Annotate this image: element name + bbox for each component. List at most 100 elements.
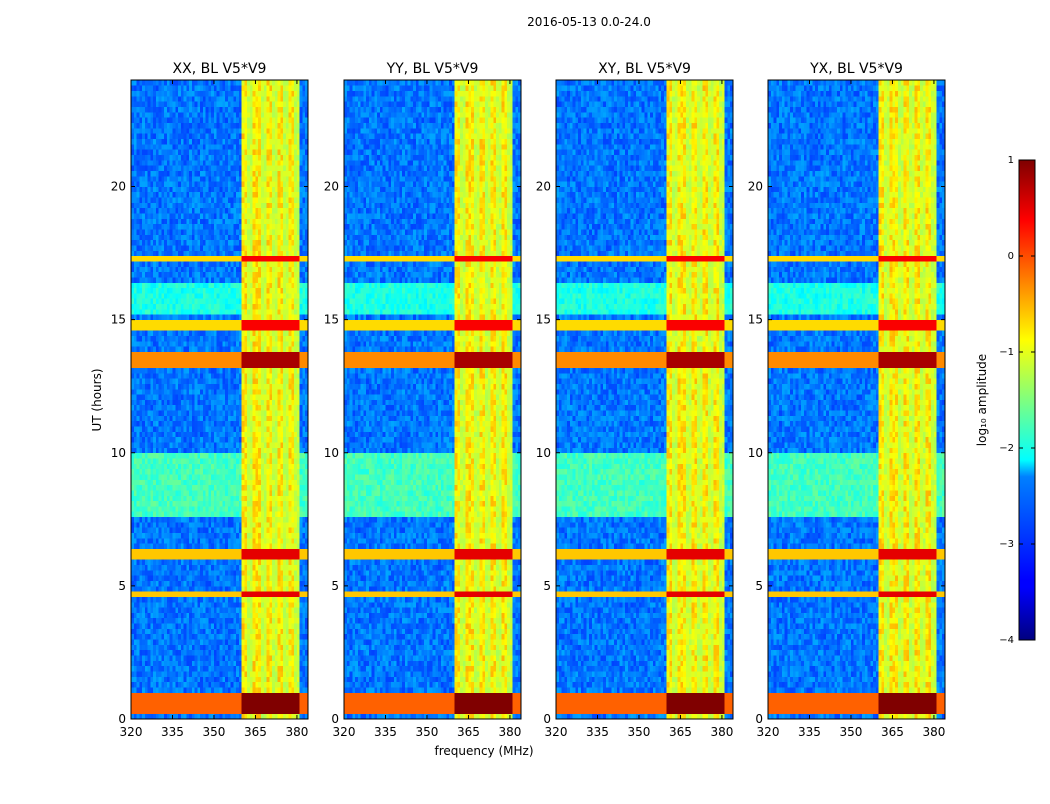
heatmap-cell [291,479,294,485]
heatmap-cell [275,501,278,507]
heatmap-cell [161,543,164,549]
heatmap-cell [222,533,225,539]
heatmap-cell [200,320,203,326]
heatmap-cell [167,453,170,459]
heatmap-cell [231,501,234,507]
heatmap-cell [189,602,192,608]
heatmap-cell [239,442,242,448]
heatmap-cell [247,304,250,310]
heatmap-cell [300,623,303,629]
heatmap-cell [300,415,303,421]
heatmap-cell [302,570,305,576]
heatmap-cell [214,682,217,688]
heatmap-cell [228,607,231,613]
heatmap-cell [214,549,217,555]
heatmap-cell [231,676,234,682]
heatmap-cell [159,341,162,347]
heatmap-cell [134,304,137,310]
heatmap-cell [280,453,283,459]
heatmap-cell [142,415,145,421]
heatmap-cell [275,437,278,443]
heatmap-cell [236,703,239,709]
heatmap-cell [159,437,162,443]
heatmap-cell [239,703,242,709]
heatmap-cell [253,421,256,427]
heatmap-cell [153,581,156,587]
heatmap-cell [231,591,234,597]
heatmap-cell [206,495,209,501]
heatmap-cell [145,394,148,400]
heatmap-cell [150,618,153,624]
heatmap-cell [214,522,217,528]
heatmap-cell [192,687,195,693]
heatmap-cell [280,607,283,613]
heatmap-cell [208,676,211,682]
heatmap-cell [211,517,214,523]
heatmap-cell [247,495,250,501]
heatmap-cell [302,597,305,603]
heatmap-cell [167,394,170,400]
heatmap-cell [134,666,137,672]
heatmap-cell [264,549,267,555]
heatmap-cell [233,655,236,661]
heatmap-cell [150,415,153,421]
heatmap-cell [167,613,170,619]
heatmap-cell [181,501,184,507]
heatmap-cell [264,570,267,576]
heatmap-cell [139,682,142,688]
heatmap-cell [156,426,159,432]
heatmap-cell [278,533,281,539]
heatmap-cell [233,304,236,310]
heatmap-cell [217,336,220,342]
heatmap-cell [297,485,300,491]
heatmap-cell [302,533,305,539]
heatmap-cell [261,490,264,496]
heatmap-cell [283,597,286,603]
heatmap-cell [239,378,242,384]
heatmap-cell [200,634,203,640]
heatmap-cell [302,325,305,331]
heatmap-cell [203,346,206,352]
heatmap-cell [264,708,267,714]
heatmap-cell [181,314,184,320]
heatmap-cell [255,474,258,480]
heatmap-cell [228,586,231,592]
heatmap-cell [267,644,270,650]
heatmap-cell [192,527,195,533]
heatmap-cell [137,698,140,704]
heatmap-cell [197,447,200,453]
heatmap-cell [300,325,303,331]
heatmap-cell [300,517,303,523]
heatmap-cell [186,575,189,581]
heatmap-cell [184,314,187,320]
heatmap-cell [233,469,236,475]
heatmap-cell [278,447,281,453]
heatmap-cell [258,304,261,310]
heatmap-cell [208,362,211,368]
heatmap-cell [297,352,300,358]
heatmap-cell [139,586,142,592]
heatmap-cell [242,325,245,331]
heatmap-cell [159,698,162,704]
heatmap-cell [175,400,178,406]
heatmap-cell [220,325,223,331]
heatmap-cell [231,314,234,320]
heatmap-cell [297,586,300,592]
heatmap-cell [244,304,247,310]
heatmap-cell [208,485,211,491]
heatmap-cell [167,421,170,427]
heatmap-cell [145,336,148,342]
heatmap-cell [167,405,170,411]
heatmap-cell [137,426,140,432]
heatmap-cell [228,538,231,544]
heatmap-cell [175,410,178,416]
heatmap-cell [255,453,258,459]
heatmap-cell [214,644,217,650]
heatmap-cell [203,687,206,693]
heatmap-cell [286,400,289,406]
figure-suptitle: 2016-05-13 0.0-24.0 [527,15,651,29]
heatmap-cell [203,639,206,645]
heatmap-cell [139,533,142,539]
heatmap-cell [167,485,170,491]
heatmap-cell [192,708,195,714]
